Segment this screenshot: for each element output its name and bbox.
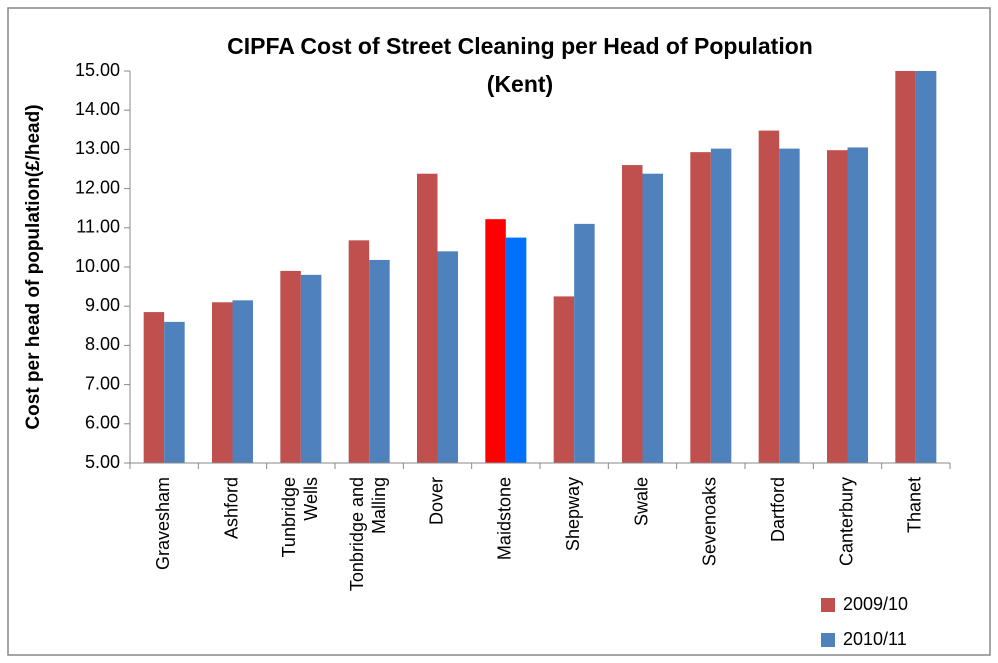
y-tick-label: 10.00 — [75, 256, 120, 276]
x-tick-label: Dover — [426, 477, 446, 525]
x-tick-label: Tunbridge Wells — [279, 477, 321, 557]
x-tick-label: Shepway — [563, 477, 583, 551]
y-tick-label: 6.00 — [85, 413, 120, 433]
bar — [553, 296, 575, 463]
x-tick-label: Thanet — [905, 477, 925, 533]
bar — [574, 223, 595, 463]
bar — [485, 219, 506, 463]
bar — [164, 321, 185, 463]
x-tick-label: Dartford — [768, 477, 788, 542]
bar — [642, 173, 663, 464]
y-tick-label: 8.00 — [85, 334, 120, 354]
x-tick-label: Gravesham — [153, 477, 173, 570]
y-tick-label: 14.00 — [75, 99, 120, 119]
x-tick-label: Ashford — [221, 477, 241, 539]
y-tick-label: 11.00 — [76, 217, 120, 237]
legend-swatch — [821, 598, 835, 612]
bar — [300, 274, 322, 463]
bar — [417, 173, 438, 464]
bar — [280, 270, 301, 463]
bar — [827, 150, 848, 463]
x-tick-label: Maidstone — [495, 477, 515, 560]
chart-title: CIPFA Cost of Street Cleaning per Head o… — [227, 33, 813, 97]
y-tick-label: 15.00 — [75, 60, 120, 80]
y-tick-label: 9.00 — [85, 295, 120, 315]
legend-label: 2009/10 — [843, 594, 908, 614]
bar — [143, 312, 165, 463]
bar — [232, 300, 253, 463]
x-tick-label: Sevenoaks — [700, 477, 720, 566]
bar — [212, 302, 233, 463]
bar — [710, 148, 732, 463]
bar — [505, 237, 527, 463]
bar — [369, 259, 390, 463]
legend-label: 2010/11 — [843, 629, 907, 649]
legend-swatch — [821, 633, 835, 647]
bar — [895, 71, 916, 463]
bar — [758, 130, 780, 464]
bar — [779, 148, 800, 463]
y-tick-label: 13.00 — [75, 138, 120, 158]
bar — [690, 152, 711, 464]
bar — [437, 251, 458, 463]
bar — [348, 240, 370, 463]
x-tick-label: Tonbridge and Malling — [347, 477, 389, 591]
bar — [622, 165, 643, 463]
y-tick-label: 12.00 — [75, 177, 120, 197]
y-tick-label: 5.00 — [85, 452, 120, 472]
bar — [915, 71, 937, 463]
y-axis-label: Cost per head of population(£/head) — [23, 104, 44, 429]
x-tick-label: Canterbury — [836, 477, 856, 566]
x-tick-label: Swale — [631, 477, 651, 526]
bar — [847, 147, 868, 463]
y-tick-label: 7.00 — [85, 373, 120, 393]
